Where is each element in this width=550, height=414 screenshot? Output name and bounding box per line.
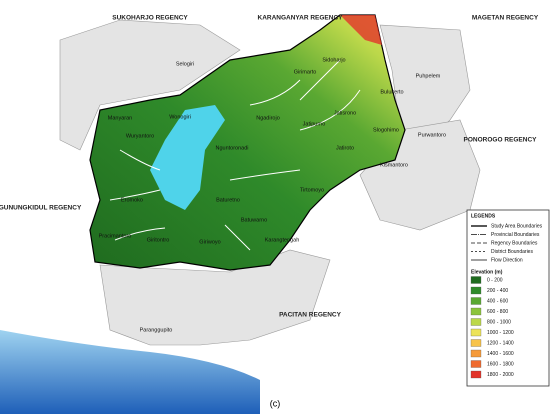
legend-swatch — [470, 360, 482, 368]
district-label: Batuwarno — [241, 217, 267, 223]
district-label: Karangtengah — [265, 237, 300, 243]
legend-label: 1800 - 2000 — [487, 372, 514, 378]
legend-label: 1600 - 1800 — [487, 361, 514, 367]
district-label: Tirtomoyo — [300, 187, 324, 193]
district-label: Ngadirojo — [256, 115, 280, 121]
region-label: KARANGANYAR REGENCY — [258, 15, 344, 22]
district-label: Giritontro — [147, 237, 170, 243]
legend-label: 1200 - 1400 — [487, 340, 514, 346]
legend-swatch — [470, 349, 482, 358]
district-label: Girimarto — [294, 69, 317, 75]
district-label: Kismantoro — [380, 162, 408, 168]
legend-label: 600 - 800 — [487, 309, 508, 315]
district-label: Bulukerto — [380, 89, 403, 95]
study-area — [89, 14, 406, 271]
region-label: GUNUNGKIDUL REGENCY — [0, 205, 82, 212]
district-label: Sidoharjo — [322, 57, 345, 63]
district-label: Eromoko — [121, 197, 143, 203]
legend-swatch — [470, 370, 482, 379]
legend-label: Regency Boundaries — [491, 240, 538, 246]
region-label: PONOROGO REGENCY — [464, 137, 538, 144]
district-label: Pracimantoro — [99, 233, 132, 239]
caption: (c) — [270, 398, 281, 408]
highland — [340, 15, 382, 45]
region-label: PACITAN REGENCY — [279, 312, 342, 319]
reservoir — [150, 105, 225, 210]
legend-label: 200 - 400 — [487, 288, 508, 294]
district-label: Selogiri — [176, 61, 194, 67]
legend-label: 1000 - 1200 — [487, 330, 514, 336]
sea — [0, 330, 260, 414]
legend-label: 1400 - 1600 — [487, 351, 514, 357]
legend-label: 0 - 200 — [487, 277, 503, 283]
district-label: Jatipurno — [303, 121, 326, 127]
legend-swatch — [470, 328, 482, 337]
district-label: Manyaran — [108, 115, 132, 121]
legend-swatch — [470, 318, 482, 326]
legend-label: District Boundaries — [491, 249, 533, 255]
neighbour-land — [99, 249, 331, 346]
legend-swatch — [470, 339, 482, 347]
district-label: Wonogiri — [169, 114, 191, 120]
legend-swatch — [470, 276, 482, 284]
district-label: Jatiroto — [336, 145, 354, 151]
legend-label: Flow Direction — [491, 257, 523, 263]
flow-arrows — [109, 59, 361, 251]
legend-label: Provincial Boundaries — [491, 232, 540, 238]
legend-label: 400 - 600 — [487, 298, 508, 304]
region-label: SUKOHARJO REGENCY — [112, 15, 188, 22]
district-label: Purwantoro — [418, 132, 446, 138]
legend-label: 800 - 1000 — [487, 319, 511, 325]
region-label: MAGETAN REGENCY — [472, 15, 539, 22]
district-label: Slogohimo — [373, 127, 399, 133]
legend-swatch — [470, 307, 482, 316]
district-label: Nguntoronadi — [215, 145, 248, 151]
legend-label: Study Area Boundaries — [491, 223, 543, 229]
district-label: Giriwoyo — [199, 239, 220, 245]
district-label: Puhpelem — [416, 73, 441, 79]
legend-subtitle: Elevation (m) — [471, 269, 503, 275]
legend-swatch — [470, 286, 482, 295]
neighbour-land — [59, 19, 241, 151]
legend-swatch — [470, 297, 482, 305]
legend-title: LEGENDS — [471, 213, 496, 219]
district-label: Jatisrono — [334, 110, 356, 116]
district-label: Paranggupito — [140, 327, 173, 333]
district-label: Wuryantoro — [126, 133, 154, 139]
district-label: Baturetno — [216, 197, 240, 203]
